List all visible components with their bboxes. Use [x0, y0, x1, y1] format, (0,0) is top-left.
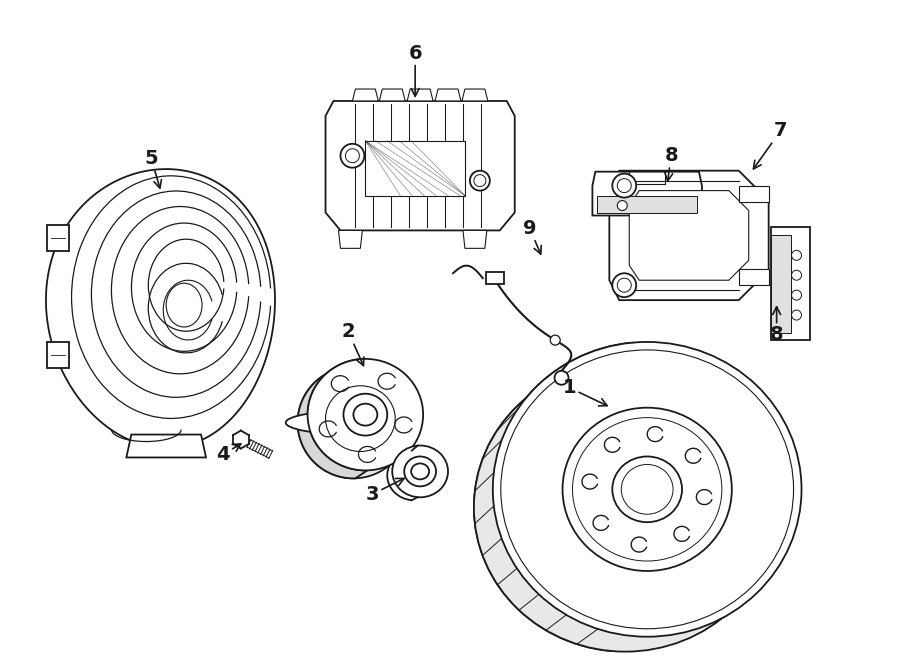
Ellipse shape — [298, 367, 410, 479]
Ellipse shape — [621, 465, 673, 514]
Ellipse shape — [285, 410, 421, 434]
Polygon shape — [365, 141, 465, 196]
Polygon shape — [770, 227, 811, 340]
Ellipse shape — [411, 463, 429, 479]
Ellipse shape — [474, 363, 777, 652]
Ellipse shape — [166, 283, 202, 327]
Ellipse shape — [404, 457, 436, 486]
Polygon shape — [462, 89, 488, 101]
Polygon shape — [486, 272, 504, 284]
Circle shape — [612, 174, 636, 198]
Circle shape — [470, 171, 490, 190]
Polygon shape — [592, 172, 702, 215]
Text: 3: 3 — [365, 479, 404, 504]
Text: 1: 1 — [562, 378, 608, 406]
Polygon shape — [379, 89, 405, 101]
Polygon shape — [739, 269, 769, 285]
Polygon shape — [298, 359, 367, 479]
Text: 8: 8 — [664, 146, 678, 181]
Circle shape — [617, 200, 627, 210]
Ellipse shape — [344, 394, 387, 436]
Polygon shape — [609, 171, 769, 300]
Polygon shape — [598, 196, 697, 214]
Polygon shape — [770, 235, 790, 333]
Ellipse shape — [562, 408, 732, 571]
Polygon shape — [407, 89, 433, 101]
Ellipse shape — [392, 446, 448, 497]
Text: 5: 5 — [144, 149, 161, 188]
Circle shape — [550, 335, 560, 345]
Ellipse shape — [500, 350, 794, 629]
Polygon shape — [435, 89, 461, 101]
Circle shape — [554, 371, 569, 385]
Ellipse shape — [308, 359, 423, 471]
Text: 6: 6 — [409, 44, 422, 97]
Polygon shape — [326, 101, 515, 231]
Ellipse shape — [612, 457, 682, 522]
Text: 8: 8 — [770, 307, 783, 344]
Polygon shape — [463, 231, 487, 249]
Text: 9: 9 — [523, 219, 541, 254]
Polygon shape — [739, 186, 769, 202]
Polygon shape — [47, 225, 68, 251]
Text: 2: 2 — [342, 323, 364, 366]
Circle shape — [612, 273, 636, 297]
Ellipse shape — [572, 418, 722, 561]
Ellipse shape — [354, 404, 377, 426]
Polygon shape — [338, 231, 363, 249]
Polygon shape — [353, 89, 378, 101]
Polygon shape — [47, 342, 68, 368]
Polygon shape — [126, 434, 206, 457]
Polygon shape — [46, 169, 275, 448]
Ellipse shape — [493, 342, 802, 637]
Circle shape — [340, 144, 364, 168]
Polygon shape — [629, 190, 749, 280]
Text: 4: 4 — [216, 444, 241, 464]
Text: 7: 7 — [753, 122, 788, 169]
Polygon shape — [474, 342, 634, 651]
Ellipse shape — [326, 386, 395, 451]
